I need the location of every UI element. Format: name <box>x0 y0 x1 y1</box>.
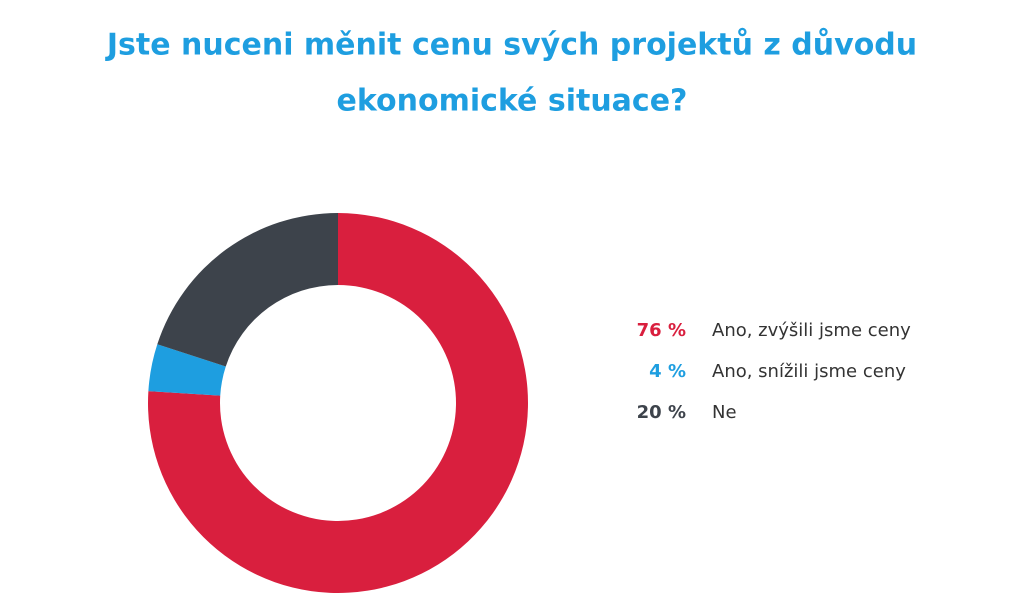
legend-label: Ano, zvýšili jsme ceny <box>712 320 911 341</box>
legend-label: Ano, snížili jsme ceny <box>712 361 906 382</box>
donut-slice <box>148 213 528 593</box>
chart-title: Jste nuceni měnit cenu svých projektů z … <box>105 27 917 63</box>
legend-value: 20 % <box>637 402 686 423</box>
chart-title: ekonomické situace? <box>337 84 688 119</box>
legend-value: 76 % <box>637 320 686 341</box>
donut-slice <box>148 344 226 396</box>
legend-label: Ne <box>712 402 737 423</box>
donut-slice <box>157 213 338 367</box>
legend-value: 4 % <box>649 361 686 382</box>
